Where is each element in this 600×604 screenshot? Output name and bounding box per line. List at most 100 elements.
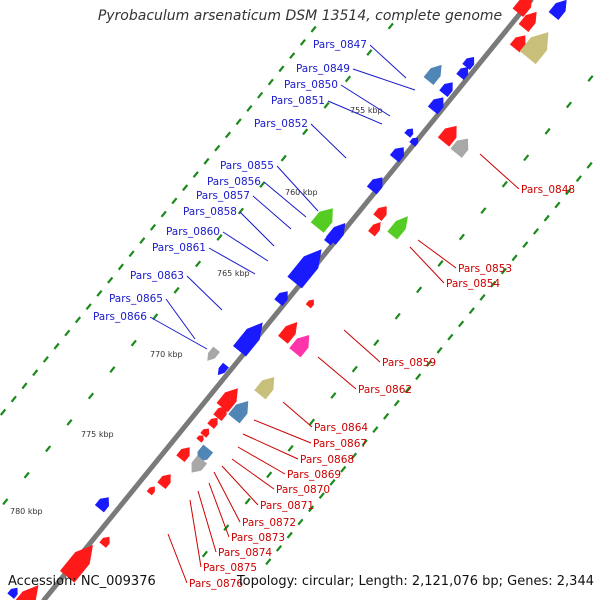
gene-arrow-shape	[254, 377, 275, 400]
gene-arrow-12[interactable]	[389, 144, 407, 163]
gene-arrow-9[interactable]	[427, 94, 447, 115]
label-leader-line	[165, 298, 196, 340]
gene-label-forward[interactable]: Pars_0852	[254, 118, 308, 130]
gene-label-reverse[interactable]: Pars_0871	[260, 500, 314, 512]
gene-arrow-44[interactable]	[59, 540, 99, 583]
gene-label-forward[interactable]: Pars_0850	[284, 79, 338, 91]
gene-arrow-19[interactable]	[387, 213, 412, 240]
gene-arrow-27[interactable]	[289, 331, 315, 358]
gene-arrow-shape	[213, 406, 227, 422]
gene-label-forward[interactable]: Pars_0866	[93, 311, 147, 323]
gene-label-reverse[interactable]: Pars_0868	[300, 454, 354, 466]
gene-arrow-28[interactable]	[204, 346, 220, 363]
gc-tick	[237, 207, 244, 215]
gene-arrow-35[interactable]	[200, 427, 211, 438]
label-leader-line	[317, 356, 357, 390]
gene-arrow-shape	[59, 544, 93, 583]
gene-arrow-42[interactable]	[94, 494, 112, 513]
gene-arrow-26[interactable]	[277, 319, 301, 344]
gene-arrow-15[interactable]	[366, 174, 386, 195]
gene-label-forward[interactable]: Pars_0858	[183, 206, 237, 218]
gene-label-reverse[interactable]: Pars_0876	[189, 578, 243, 590]
gene-label-forward[interactable]: Pars_0855	[220, 160, 274, 172]
gene-arrow-34[interactable]	[207, 416, 221, 429]
gene-arrow-20[interactable]	[373, 203, 391, 222]
gene-label-forward[interactable]: Pars_0860	[166, 226, 220, 238]
gene-arrow-22[interactable]	[287, 244, 328, 289]
gene-label-forward[interactable]: Pars_0856	[207, 176, 261, 188]
gene-label-reverse[interactable]: Pars_0859	[382, 357, 436, 369]
gene-arrow-shape	[427, 97, 444, 115]
gene-arrow-24[interactable]	[305, 298, 316, 309]
gene-arrow-7[interactable]	[423, 61, 446, 85]
gene-arrow-21[interactable]	[368, 220, 383, 237]
gc-tick	[586, 161, 593, 169]
label-leader-line	[340, 84, 391, 117]
gene-label-reverse[interactable]: Pars_0869	[287, 469, 341, 481]
gc-tick	[361, 439, 368, 447]
gene-labels-forward: Pars_0847 Pars_0849 Pars_0850 Pars_0851 Pars…	[93, 39, 416, 350]
gc-tick	[437, 260, 444, 267]
gene-arrow-18[interactable]	[324, 229, 339, 246]
gene-label-forward[interactable]: Pars_0865	[109, 293, 163, 305]
gene-label-forward[interactable]: Pars_0861	[152, 242, 206, 254]
gene-arrow-shape	[404, 128, 414, 138]
gene-arrow-6[interactable]	[456, 65, 472, 80]
gene-arrow-40[interactable]	[157, 471, 175, 490]
gene-arrow-8[interactable]	[439, 79, 457, 98]
gene-arrow-16[interactable]	[310, 204, 339, 233]
gene-arrow-14[interactable]	[450, 135, 473, 158]
gene-label-reverse[interactable]: Pars_0875	[203, 562, 257, 574]
gene-label-reverse[interactable]: Pars_0874	[218, 547, 272, 559]
gene-label-reverse[interactable]: Pars_0864	[314, 422, 368, 434]
gene-label-forward[interactable]: Pars_0849	[296, 63, 350, 75]
gc-tick	[532, 228, 540, 235]
gene-arrow-33[interactable]	[213, 403, 231, 422]
ruler-label: 765 kbp	[217, 269, 250, 278]
gene-arrow-0[interactable]	[512, 0, 537, 18]
gc-tick	[297, 518, 304, 526]
gene-arrow-23[interactable]	[274, 288, 292, 307]
gc-tick	[96, 290, 103, 297]
gene-label-forward[interactable]: Pars_0851	[271, 95, 325, 107]
gene-label-reverse[interactable]: Pars_0867	[313, 438, 367, 450]
label-leader-line	[231, 458, 275, 490]
gene-arrow-36[interactable]	[196, 434, 205, 443]
gene-arrow-29[interactable]	[216, 362, 229, 377]
label-leader-line	[149, 316, 208, 350]
gc-tick	[394, 312, 401, 320]
gc-tick	[45, 445, 52, 453]
gene-arrow-4[interactable]	[519, 26, 556, 65]
gene-arrow-3[interactable]	[509, 32, 529, 53]
gc-tick	[425, 360, 432, 367]
gene-arrow-25[interactable]	[233, 318, 268, 357]
gene-arrow-43[interactable]	[99, 535, 113, 548]
gene-label-reverse[interactable]: Pars_0862	[358, 384, 412, 396]
gene-arrow-32[interactable]	[228, 397, 254, 424]
gene-arrow-shape	[277, 322, 298, 344]
gene-label-forward[interactable]: Pars_0857	[196, 190, 250, 202]
gene-label-reverse[interactable]: Pars_0848	[521, 184, 575, 196]
gene-label-forward[interactable]: Pars_0847	[313, 39, 367, 51]
gc-tick	[64, 329, 71, 337]
ruler-label: 755 kbp	[350, 106, 383, 115]
gene-arrow-1[interactable]	[548, 0, 571, 20]
gene-arrow-30[interactable]	[254, 373, 280, 400]
gene-label-reverse[interactable]: Pars_0872	[242, 517, 296, 529]
gene-arrow-2[interactable]	[518, 8, 541, 32]
gene-label-reverse[interactable]: Pars_0873	[231, 532, 285, 544]
gene-arrow-shape	[310, 208, 333, 233]
gene-arrow-41[interactable]	[146, 485, 157, 496]
gene-label-reverse[interactable]: Pars_0854	[446, 278, 500, 290]
gene-label-reverse[interactable]: Pars_0853	[458, 263, 512, 275]
gene-label-forward[interactable]: Pars_0863	[130, 270, 184, 282]
gene-arrow-13[interactable]	[437, 122, 461, 147]
gene-arrow-11[interactable]	[409, 136, 420, 147]
gene-arrow-10[interactable]	[404, 127, 415, 138]
gene-label-reverse[interactable]: Pars_0870	[276, 484, 330, 496]
gene-arrow-37[interactable]	[176, 444, 194, 463]
gene-arrow-46[interactable]	[7, 586, 21, 599]
gene-arrow-39[interactable]	[187, 455, 208, 476]
gene-arrow-5[interactable]	[462, 55, 478, 70]
